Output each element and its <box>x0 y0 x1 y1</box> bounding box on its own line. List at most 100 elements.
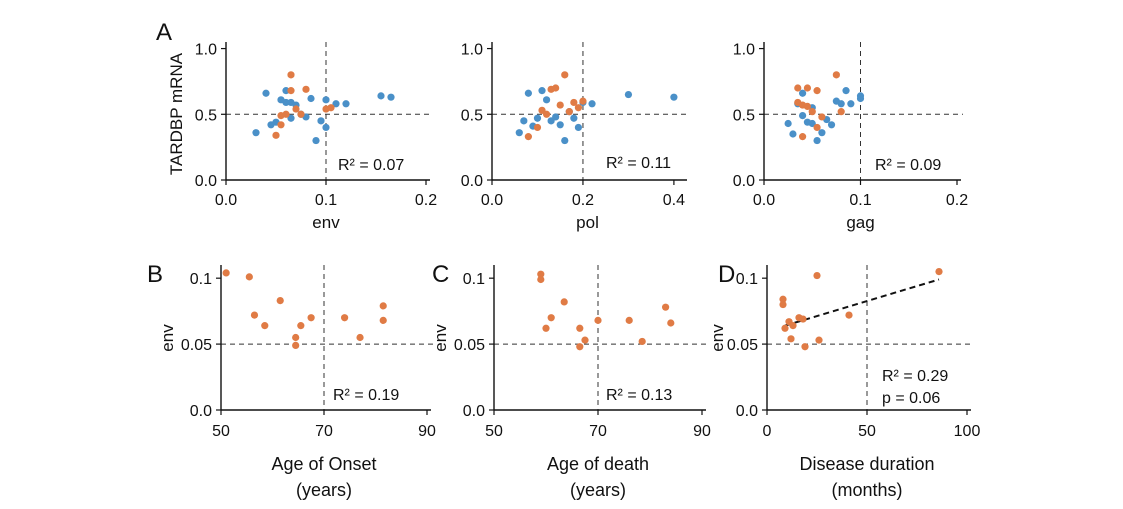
y-tick-label: 0.05 <box>181 337 212 354</box>
r-squared-annotation: R² = 0.09 <box>875 157 941 174</box>
orange-data-point <box>667 319 675 327</box>
r-squared-annotation: R² = 0.13 <box>606 387 672 404</box>
x-axis-label: Age of death <box>547 454 649 474</box>
blue-data-point <box>542 96 551 104</box>
orange-data-point <box>579 97 587 105</box>
x-tick-label: 70 <box>589 423 607 440</box>
y-tick-label: 0.5 <box>461 107 483 124</box>
panel-label-c: C <box>432 261 449 288</box>
orange-data-point <box>837 108 845 116</box>
x-tick-label: 0.1 <box>315 192 337 209</box>
x-tick-label: 0.2 <box>946 192 968 209</box>
blue-data-point <box>837 100 845 108</box>
chart-a-gag: 0.0 0.1 0.2 0.0 0.5 1.0 gag R² = 0.09 <box>733 42 968 232</box>
orange-data-point <box>935 267 943 276</box>
orange-data-point <box>542 324 550 332</box>
orange-data-point <box>813 271 821 280</box>
x-tick-label: 0.1 <box>849 192 871 209</box>
orange-data-point <box>537 270 545 278</box>
blue-data-point <box>808 119 816 128</box>
orange-data-point <box>292 333 300 342</box>
orange-data-point <box>813 87 821 95</box>
y-tick-label: 0.0 <box>733 173 755 190</box>
orange-data-point <box>542 110 551 118</box>
x-axis-label-units: (months) <box>831 480 902 500</box>
x-tick-label: 50 <box>212 423 230 440</box>
blue-data-point <box>322 96 330 104</box>
y-tick-label: 0.05 <box>454 337 485 354</box>
x-tick-label: 0.2 <box>572 192 594 209</box>
y-tick-label: 1.0 <box>733 42 755 59</box>
orange-data-point <box>547 314 555 322</box>
orange-data-point <box>297 322 305 330</box>
orange-data-point <box>565 108 573 116</box>
blue-data-point <box>570 114 578 122</box>
x-tick-label: 0.0 <box>481 192 503 209</box>
orange-data-point <box>297 110 305 118</box>
x-tick-label: 90 <box>418 423 436 440</box>
orange-data-point <box>801 343 809 351</box>
orange-data-point <box>808 108 816 116</box>
blue-data-point <box>262 89 270 97</box>
orange-data-point <box>552 84 560 92</box>
blue-data-point <box>799 89 807 97</box>
orange-data-point <box>813 123 821 132</box>
orange-data-point <box>779 300 787 309</box>
orange-data-point <box>245 273 253 281</box>
x-tick-label: 0.0 <box>753 192 775 209</box>
x-tick-label: 0 <box>763 423 772 440</box>
y-tick-label: 0.05 <box>727 337 758 354</box>
y-tick-label: 0.0 <box>736 403 758 420</box>
orange-data-point <box>794 84 802 92</box>
blue-data-point <box>842 87 850 95</box>
chart-d-disease-duration: 0 50 100 0.0 0.05 0.1 Disease duration (months)… <box>708 265 980 500</box>
chart-c-age-of-death: 50 70 90 0.0 0.05 0.1 Age of death (years) env R²… <box>431 265 711 500</box>
orange-data-point <box>533 123 542 132</box>
orange-data-point <box>302 85 310 93</box>
blue-data-point <box>317 117 325 125</box>
orange-data-point <box>789 322 797 330</box>
y-tick-label: 0.1 <box>190 271 212 288</box>
x-axis-label: env <box>312 213 340 232</box>
orange-data-point <box>272 131 280 139</box>
blue-data-point <box>282 98 290 107</box>
blue-data-point <box>588 100 596 108</box>
orange-data-point <box>561 71 569 79</box>
orange-data-point <box>341 314 349 322</box>
orange-data-point <box>261 322 269 330</box>
blue-data-point <box>789 130 797 138</box>
orange-data-point <box>638 337 646 346</box>
blue-data-point <box>799 112 807 120</box>
y-tick-label: 0.1 <box>463 271 485 288</box>
y-tick-label: 0.0 <box>463 403 485 420</box>
orange-data-point <box>845 311 853 319</box>
x-tick-label: 70 <box>315 423 333 440</box>
orange-data-point <box>307 314 315 322</box>
y-axis-label: env <box>158 324 177 352</box>
orange-data-point <box>524 133 532 141</box>
orange-data-point <box>803 84 812 92</box>
blue-data-point <box>342 100 350 108</box>
x-tick-label: 100 <box>954 423 981 440</box>
x-axis-label: Disease duration <box>799 454 934 474</box>
orange-data-point <box>282 110 290 118</box>
x-axis-label: pol <box>576 213 599 232</box>
x-tick-label: 50 <box>485 423 503 440</box>
x-axis-label: gag <box>846 213 874 232</box>
orange-data-point <box>379 316 387 324</box>
x-tick-label: 0.2 <box>415 192 437 209</box>
blue-data-point <box>377 92 385 100</box>
panel-label-b: B <box>147 261 163 288</box>
blue-data-point <box>515 129 523 137</box>
blue-data-point <box>312 136 320 145</box>
orange-data-point <box>818 113 826 121</box>
r-squared-annotation: R² = 0.19 <box>333 387 399 404</box>
x-tick-label: 0.0 <box>215 192 237 209</box>
orange-data-point <box>799 315 807 323</box>
orange-data-point <box>787 335 795 343</box>
blue-data-point <box>387 93 395 101</box>
orange-data-point <box>537 275 545 284</box>
orange-data-point <box>662 303 670 311</box>
r-squared-annotation: R² = 0.07 <box>338 157 404 174</box>
y-tick-label: 0.0 <box>461 173 483 190</box>
